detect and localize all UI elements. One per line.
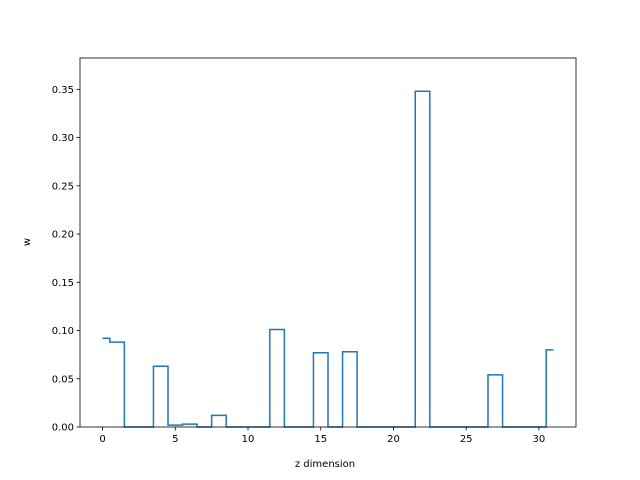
x-tick-label: 25 [460,434,473,445]
x-tick-label: 0 [99,434,105,445]
y-tick-label: 0.10 [52,326,74,337]
x-axis: 0 5 10 15 20 25 30 [99,427,545,445]
x-tick-label: 30 [533,434,546,445]
y-axis-label: w [22,238,33,246]
y-tick-label: 0.25 [52,181,74,192]
y-tick-label: 0.20 [52,230,74,241]
y-tick-label: 0.05 [52,374,74,385]
x-axis-label: z dimension [295,459,355,470]
y-axis: 0.00 0.05 0.10 0.15 0.20 0.25 0.30 0.35 [52,85,80,434]
x-tick-label: 15 [314,434,327,445]
x-tick-label: 20 [387,434,400,445]
x-tick-label: 10 [242,434,255,445]
x-tick-label: 5 [172,434,178,445]
y-tick-label: 0.30 [52,133,74,144]
axes-frame [79,57,577,428]
y-tick-label: 0.35 [52,85,74,96]
plot-area [79,57,577,428]
y-tick-label: 0.00 [52,423,74,434]
y-tick-label: 0.15 [52,278,74,289]
